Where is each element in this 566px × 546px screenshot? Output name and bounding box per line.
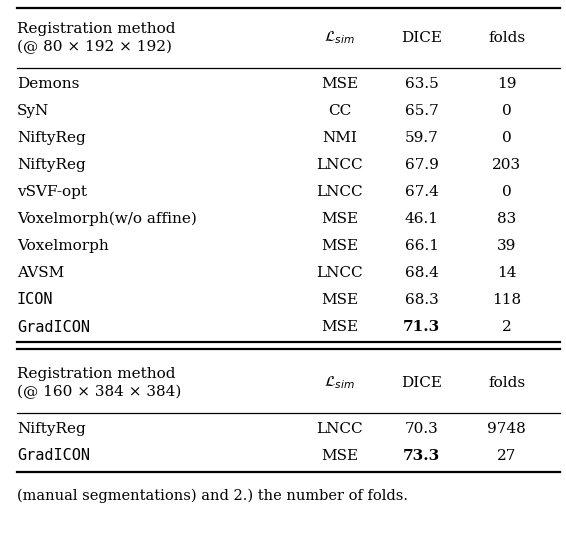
Text: LNCC: LNCC — [316, 185, 363, 199]
Text: folds: folds — [488, 31, 525, 45]
Text: 83: 83 — [497, 212, 516, 226]
Text: MSE: MSE — [321, 293, 358, 307]
Text: 203: 203 — [492, 158, 521, 172]
Text: NiftyReg: NiftyReg — [17, 131, 85, 145]
Text: folds: folds — [488, 376, 525, 390]
Text: 70.3: 70.3 — [405, 422, 439, 436]
Text: 27: 27 — [497, 449, 516, 463]
Text: 68.3: 68.3 — [405, 293, 439, 307]
Text: NiftyReg: NiftyReg — [17, 158, 85, 172]
Text: 67.9: 67.9 — [405, 158, 439, 172]
Text: 71.3: 71.3 — [403, 320, 440, 334]
Text: Registration method
(@ 160 × 384 × 384): Registration method (@ 160 × 384 × 384) — [17, 367, 181, 399]
Text: 65.7: 65.7 — [405, 104, 439, 118]
Text: MSE: MSE — [321, 449, 358, 463]
Text: 118: 118 — [492, 293, 521, 307]
Text: GradICON: GradICON — [17, 448, 90, 464]
Text: MSE: MSE — [321, 320, 358, 334]
Text: 0: 0 — [501, 104, 512, 118]
Text: 19: 19 — [497, 77, 516, 91]
Text: 2: 2 — [501, 320, 512, 334]
Text: NMI: NMI — [322, 131, 357, 145]
Text: DICE: DICE — [401, 376, 442, 390]
Text: Voxelmorph: Voxelmorph — [17, 239, 109, 253]
Text: 39: 39 — [497, 239, 516, 253]
Text: vSVF-opt: vSVF-opt — [17, 185, 87, 199]
Text: 46.1: 46.1 — [405, 212, 439, 226]
Text: NiftyReg: NiftyReg — [17, 422, 85, 436]
Text: 68.4: 68.4 — [405, 266, 439, 280]
Text: DICE: DICE — [401, 31, 442, 45]
Text: ICON: ICON — [17, 293, 53, 307]
Text: 66.1: 66.1 — [405, 239, 439, 253]
Text: Demons: Demons — [17, 77, 79, 91]
Text: Voxelmorph(w/o affine): Voxelmorph(w/o affine) — [17, 212, 197, 226]
Text: 63.5: 63.5 — [405, 77, 439, 91]
Text: MSE: MSE — [321, 239, 358, 253]
Text: 9748: 9748 — [487, 422, 526, 436]
Text: MSE: MSE — [321, 212, 358, 226]
Text: CC: CC — [328, 104, 351, 118]
Text: SyN: SyN — [17, 104, 49, 118]
Text: AVSM: AVSM — [17, 266, 64, 280]
Text: LNCC: LNCC — [316, 422, 363, 436]
Text: 0: 0 — [501, 131, 512, 145]
Text: 67.4: 67.4 — [405, 185, 439, 199]
Text: LNCC: LNCC — [316, 266, 363, 280]
Text: 14: 14 — [497, 266, 516, 280]
Text: $\mathcal{L}_{sim}$: $\mathcal{L}_{sim}$ — [324, 29, 355, 46]
Text: MSE: MSE — [321, 77, 358, 91]
Text: 73.3: 73.3 — [403, 449, 440, 463]
Text: Registration method
(@ 80 × 192 × 192): Registration method (@ 80 × 192 × 192) — [17, 22, 175, 54]
Text: LNCC: LNCC — [316, 158, 363, 172]
Text: (manual segmentations) and 2.) the number of folds.: (manual segmentations) and 2.) the numbe… — [17, 489, 408, 503]
Text: GradICON: GradICON — [17, 319, 90, 335]
Text: 59.7: 59.7 — [405, 131, 439, 145]
Text: $\mathcal{L}_{sim}$: $\mathcal{L}_{sim}$ — [324, 375, 355, 391]
Text: 0: 0 — [501, 185, 512, 199]
